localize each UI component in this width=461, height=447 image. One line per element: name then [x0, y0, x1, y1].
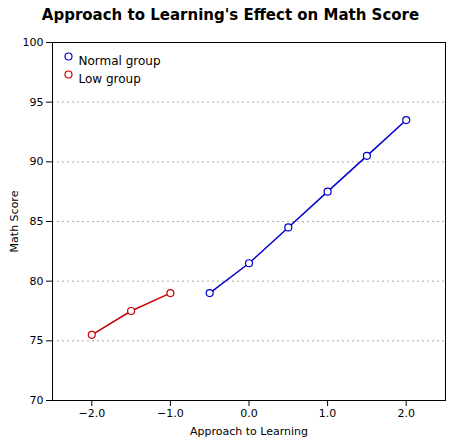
svg-text:0.0: 0.0: [240, 407, 258, 420]
svg-text:75: 75: [30, 334, 44, 347]
svg-text:Normal group: Normal group: [79, 54, 161, 68]
svg-text:70: 70: [30, 394, 44, 407]
svg-text:95: 95: [30, 96, 44, 109]
html-text:Approach to Learning's Effect: Approach to Learning's Effect on Math Sc…: [41, 6, 420, 24]
svg-text:1.0: 1.0: [319, 407, 337, 420]
svg-text:−1.0: −1.0: [157, 407, 184, 420]
svg-text:Approach to Learning: Approach to Learning: [190, 425, 308, 438]
svg-text:2.0: 2.0: [397, 407, 415, 420]
svg-text:100: 100: [23, 36, 44, 49]
svg-text:80: 80: [30, 275, 44, 288]
svg-text:85: 85: [30, 215, 44, 228]
svg-text:−2.0: −2.0: [78, 407, 105, 420]
svg-text:90: 90: [30, 155, 44, 168]
svg-text:Math Score: Math Score: [8, 190, 21, 252]
svg-text:Low group: Low group: [79, 72, 141, 86]
